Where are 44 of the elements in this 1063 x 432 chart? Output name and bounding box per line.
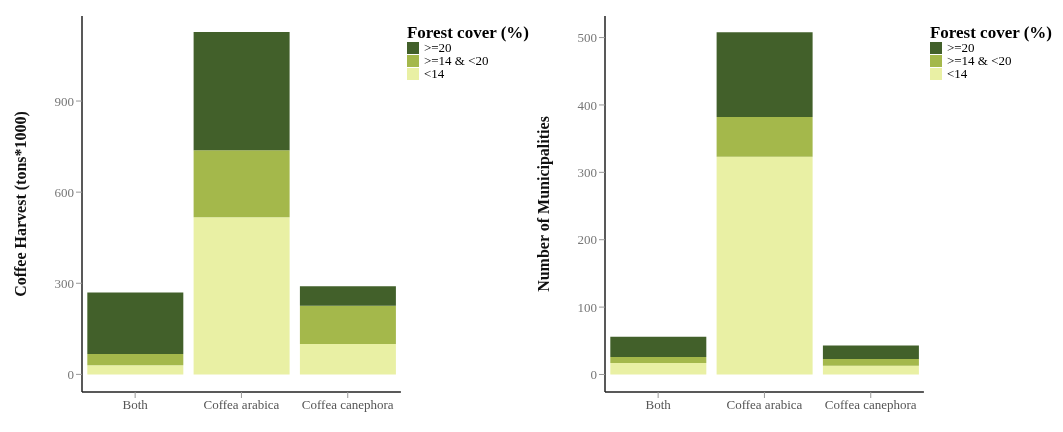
x-tick-label: Coffea arabica bbox=[203, 397, 280, 413]
bar bbox=[193, 32, 290, 151]
bar bbox=[716, 156, 813, 375]
bar bbox=[822, 365, 919, 375]
x-tick-label: Coffea canephora bbox=[301, 397, 394, 413]
bar bbox=[822, 358, 919, 366]
legend-label: >=20 bbox=[946, 40, 975, 55]
bar bbox=[716, 32, 813, 118]
bar bbox=[87, 365, 184, 375]
x-tick-label: Coffea arabica bbox=[726, 397, 803, 413]
x-tick-label: Coffea canephora bbox=[824, 397, 917, 413]
bar bbox=[610, 356, 707, 364]
y-tick-label: 600 bbox=[54, 184, 74, 200]
y-tick-label: 500 bbox=[577, 30, 597, 46]
legend-label: <14 bbox=[423, 66, 445, 81]
bar bbox=[822, 345, 919, 359]
bar bbox=[193, 217, 290, 375]
bar bbox=[299, 305, 396, 345]
bar bbox=[610, 336, 707, 357]
legend-label: >=20 bbox=[423, 40, 452, 55]
y-axis-title: Number of Municipalities bbox=[534, 116, 553, 292]
legend-label: >=14 & <20 bbox=[946, 53, 1012, 68]
y-tick-label: 900 bbox=[54, 93, 74, 109]
bar bbox=[299, 286, 396, 306]
y-tick-label: 300 bbox=[54, 275, 74, 291]
y-tick-label: 0 bbox=[67, 367, 74, 382]
bar bbox=[610, 363, 707, 375]
bar bbox=[716, 117, 813, 157]
y-axis-title: Coffee Harvest (tons*1000) bbox=[11, 111, 30, 297]
legend-title: Forest cover (%) bbox=[929, 23, 1052, 42]
y-tick-label: 400 bbox=[577, 97, 597, 113]
legend-label: <14 bbox=[946, 66, 968, 81]
bar bbox=[87, 292, 184, 355]
x-tick-label: Both bbox=[122, 397, 149, 413]
y-tick-label: 0 bbox=[590, 367, 597, 383]
bar bbox=[193, 150, 290, 218]
x-tick-label: Both bbox=[645, 397, 672, 413]
y-tick-label: 200 bbox=[577, 232, 597, 248]
y-tick-label: 300 bbox=[577, 164, 597, 180]
legend-label: >=14 & <20 bbox=[423, 53, 489, 68]
y-tick-label: 100 bbox=[577, 299, 597, 315]
bar bbox=[87, 354, 184, 366]
bar bbox=[299, 344, 396, 375]
legend-title: Forest cover (%) bbox=[406, 23, 529, 42]
